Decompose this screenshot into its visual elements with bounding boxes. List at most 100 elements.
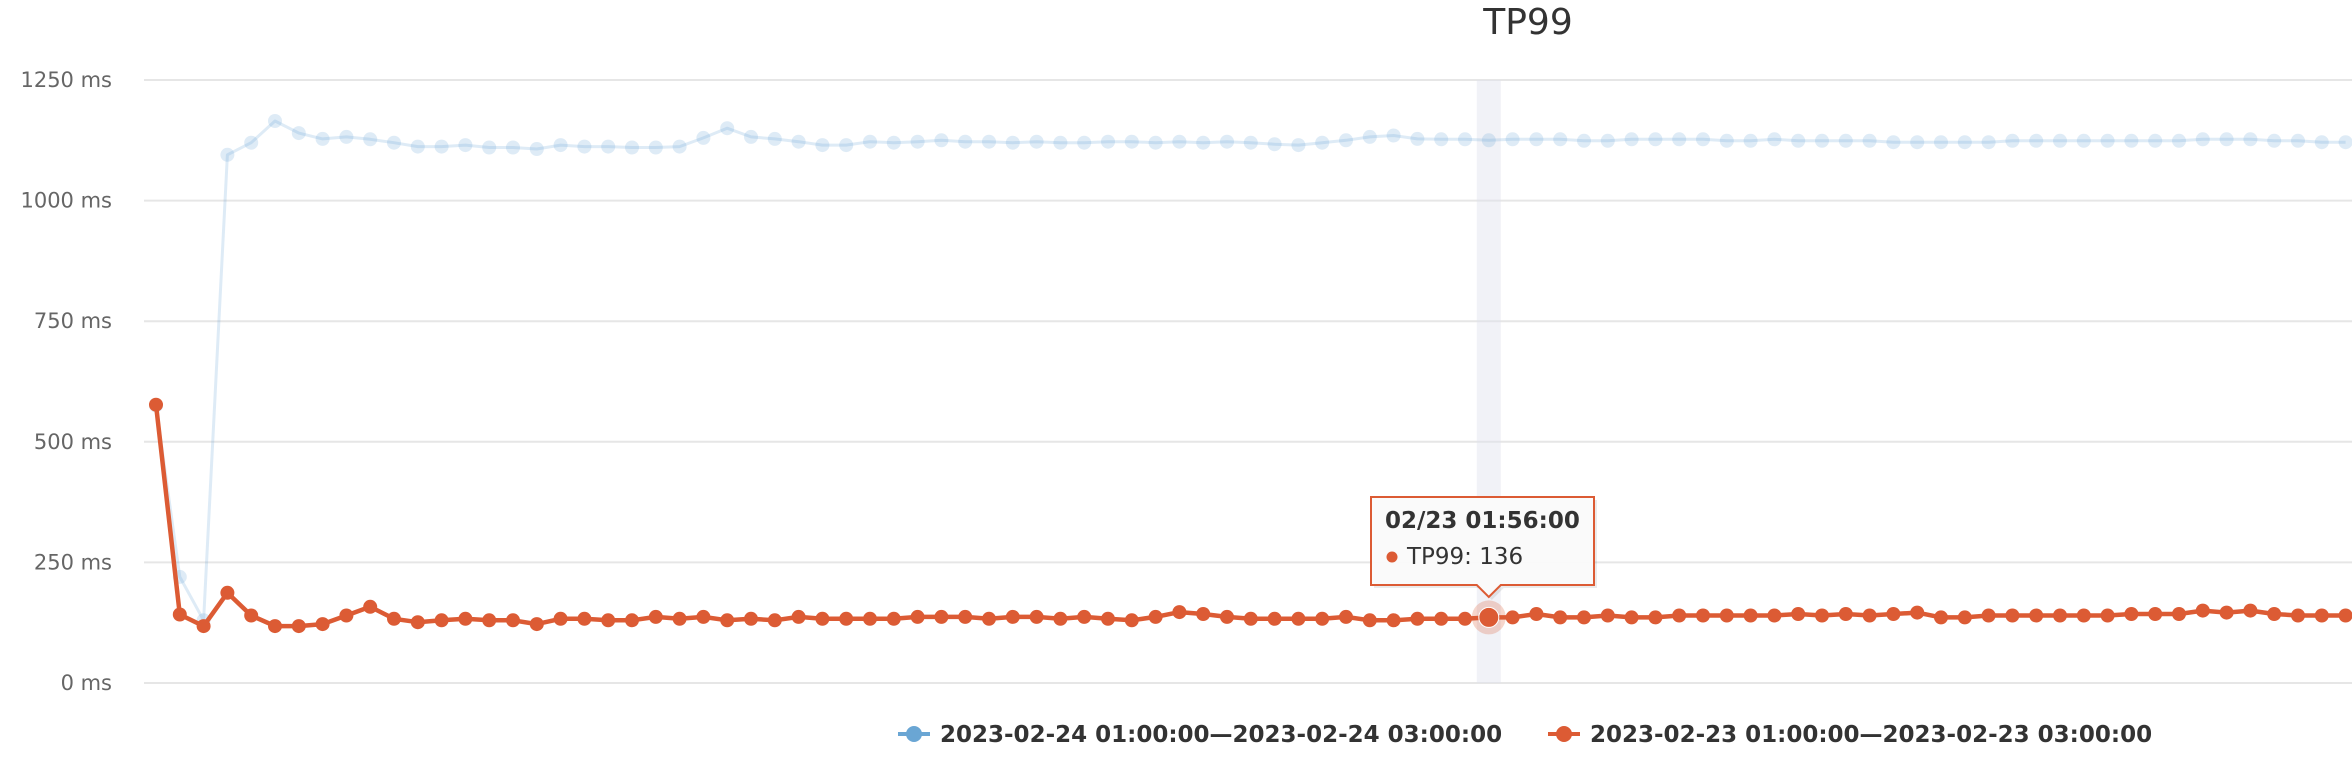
data-point[interactable] [1386, 128, 1401, 143]
data-point[interactable] [268, 619, 282, 634]
data-point[interactable] [1458, 132, 1472, 147]
data-point[interactable] [1957, 610, 1972, 625]
data-point[interactable] [601, 613, 616, 628]
data-point[interactable] [1315, 611, 1330, 626]
data-point[interactable] [2053, 608, 2067, 623]
data-point[interactable] [672, 611, 687, 626]
data-point[interactable] [1815, 608, 1829, 623]
data-point[interactable] [2053, 133, 2067, 148]
data-point[interactable] [1719, 133, 1734, 148]
data-point[interactable] [696, 609, 711, 624]
data-point[interactable] [1243, 611, 1258, 626]
data-point[interactable] [1339, 609, 1353, 624]
data-point[interactable] [1743, 608, 1758, 623]
data-point[interactable] [2243, 132, 2258, 147]
data-point[interactable] [815, 611, 830, 626]
data-point[interactable] [1339, 133, 1353, 148]
data-point[interactable] [2195, 603, 2210, 618]
data-point[interactable] [744, 611, 758, 626]
data-point[interactable] [982, 134, 996, 149]
legend-item-1[interactable]: 2023-02-24 01:00:00—2023-02-24 03:00:00 [898, 722, 1502, 748]
data-point[interactable] [1267, 611, 1282, 626]
data-point[interactable] [2100, 608, 2115, 623]
data-point[interactable] [1101, 134, 1115, 149]
data-point[interactable] [648, 609, 663, 624]
data-point[interactable] [315, 617, 330, 632]
data-point[interactable] [1029, 609, 1044, 624]
data-point[interactable] [1553, 610, 1568, 625]
data-point[interactable] [1957, 135, 1972, 150]
data-point[interactable] [339, 129, 354, 144]
data-point[interactable] [1553, 132, 1568, 147]
data-point[interactable] [529, 142, 544, 156]
data-point[interactable] [553, 138, 568, 153]
data-point[interactable] [1291, 611, 1306, 626]
data-point[interactable] [767, 613, 782, 628]
data-point[interactable] [1362, 613, 1377, 628]
data-point[interactable] [958, 134, 973, 149]
data-point[interactable] [1696, 608, 1710, 623]
data-point[interactable] [506, 140, 520, 155]
data-point[interactable] [1386, 613, 1401, 628]
data-point[interactable] [482, 140, 497, 155]
data-point[interactable] [1910, 605, 1925, 620]
series-1[interactable] [149, 114, 2352, 628]
data-point[interactable] [1743, 133, 1758, 148]
data-point[interactable] [434, 613, 449, 628]
data-point[interactable] [1053, 135, 1068, 150]
data-point[interactable] [1624, 132, 1639, 147]
data-point[interactable] [1410, 131, 1425, 146]
data-point[interactable] [2338, 135, 2352, 150]
data-point[interactable] [2314, 608, 2329, 623]
data-point[interactable] [1196, 607, 1211, 621]
data-point[interactable] [482, 613, 497, 628]
data-point[interactable] [1910, 135, 1925, 150]
data-point[interactable] [625, 140, 639, 155]
data-point[interactable] [291, 619, 306, 634]
data-point[interactable] [577, 139, 592, 154]
data-point[interactable] [1672, 608, 1687, 623]
data-point[interactable] [1077, 135, 1092, 150]
data-point[interactable] [363, 599, 378, 614]
data-point[interactable] [1220, 609, 1234, 624]
data-point[interactable] [2267, 133, 2282, 148]
data-point[interactable] [1886, 607, 1901, 621]
data-point[interactable] [1434, 611, 1449, 626]
data-point[interactable] [1410, 611, 1425, 626]
data-point[interactable] [2029, 133, 2044, 148]
data-point[interactable] [2314, 135, 2329, 150]
data-point[interactable] [1267, 137, 1282, 152]
data-point[interactable] [1362, 129, 1377, 144]
data-point[interactable] [2172, 133, 2186, 148]
data-point[interactable] [2267, 607, 2282, 621]
data-point[interactable] [196, 619, 211, 634]
data-point[interactable] [1124, 134, 1139, 149]
data-point[interactable] [815, 138, 830, 153]
data-point[interactable] [1838, 133, 1853, 148]
data-point[interactable] [744, 129, 758, 144]
data-point[interactable] [410, 139, 425, 154]
data-point[interactable] [1196, 135, 1211, 150]
data-point[interactable] [1862, 608, 1877, 623]
data-point[interactable] [720, 613, 735, 628]
data-point[interactable] [2005, 608, 2020, 623]
legend-item-2[interactable]: 2023-02-23 01:00:00—2023-02-23 03:00:00 [1548, 722, 2152, 748]
data-point[interactable] [1053, 611, 1068, 626]
data-point[interactable] [1767, 608, 1782, 623]
data-point[interactable] [1838, 607, 1853, 621]
data-point[interactable] [839, 138, 854, 153]
data-point[interactable] [1791, 133, 1806, 148]
data-point[interactable] [1291, 138, 1306, 153]
data-point[interactable] [1029, 134, 1044, 149]
data-point[interactable] [2029, 608, 2044, 623]
data-point[interactable] [1529, 607, 1544, 621]
data-point[interactable] [1791, 607, 1806, 621]
data-point[interactable] [553, 611, 568, 626]
data-point[interactable] [863, 611, 877, 626]
data-point[interactable] [172, 607, 187, 622]
data-point[interactable] [791, 134, 806, 149]
data-point[interactable] [1600, 608, 1615, 623]
data-point[interactable] [1101, 611, 1115, 626]
data-point[interactable] [648, 140, 663, 155]
data-point[interactable] [1719, 608, 1734, 623]
